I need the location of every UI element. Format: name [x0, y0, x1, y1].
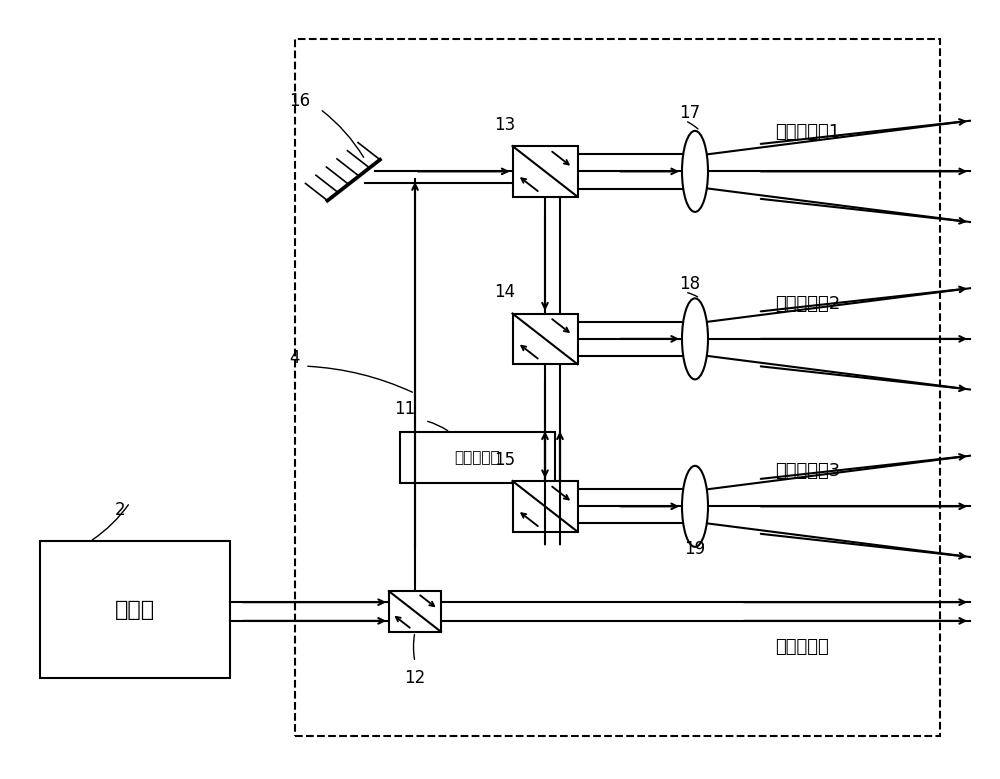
Bar [513, 481, 578, 531]
Bar [513, 314, 578, 365]
Bar [40, 541, 230, 678]
Text: 径向激光束1: 径向激光束1 [775, 123, 840, 142]
Text: 4: 4 [290, 349, 300, 368]
Text: 18: 18 [679, 275, 701, 294]
Text: 径向激光束3: 径向激光束3 [775, 462, 840, 481]
Bar [295, 39, 940, 736]
Ellipse shape [682, 298, 708, 379]
Text: 11: 11 [394, 400, 416, 418]
Text: 激光能量计: 激光能量计 [455, 450, 500, 465]
Text: 16: 16 [289, 92, 311, 111]
Text: 15: 15 [494, 450, 516, 469]
Ellipse shape [682, 466, 708, 547]
Text: 激光器: 激光器 [115, 600, 155, 619]
Text: 17: 17 [679, 104, 701, 122]
Text: 径向激光束2: 径向激光束2 [775, 294, 840, 313]
Bar [389, 591, 441, 632]
Text: 12: 12 [404, 668, 426, 687]
Text: 13: 13 [494, 115, 516, 134]
Ellipse shape [682, 131, 708, 212]
Bar [513, 146, 578, 197]
Text: 14: 14 [494, 283, 516, 301]
Text: 19: 19 [684, 540, 706, 559]
Bar [400, 432, 555, 483]
Text: 2: 2 [115, 501, 125, 520]
Text: 轴向激光束: 轴向激光束 [775, 637, 829, 656]
